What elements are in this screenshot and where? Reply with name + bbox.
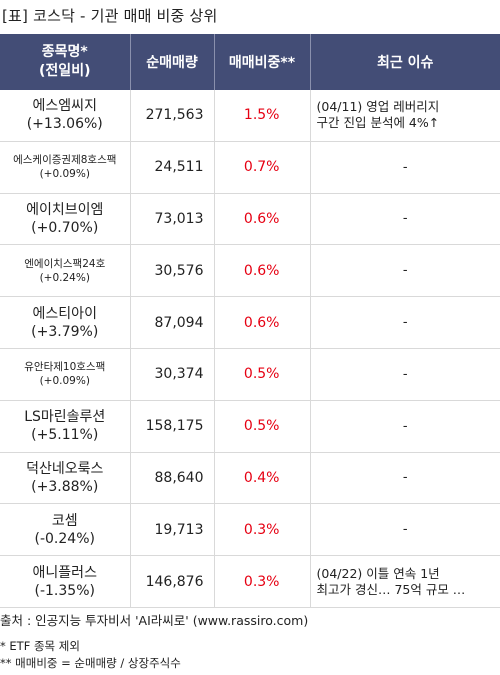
table-row: 에스엠씨지 (+13.06%) 271,563 1.5% (04/11) 영업 … — [0, 90, 500, 142]
stock-name: 에이치브이엠 — [26, 201, 104, 218]
source-note: 출처 : 인공지능 투자비서 'AI라씨로' (www.rassiro.com) — [0, 613, 309, 628]
stock-name: 덕산네오룩스 — [26, 460, 104, 477]
stock-change: (+3.88%) — [31, 478, 99, 495]
trade-ratio: 1.5% — [214, 90, 311, 142]
recent-issue: - — [310, 400, 500, 453]
stock-name: 엔에이치스팩24호 — [24, 257, 106, 270]
recent-issue-line1: (04/11) 영업 레버리지 — [316, 99, 440, 115]
col-header-name-line2: (전일비) — [39, 63, 91, 79]
stock-name: LS마린솔루션 — [24, 409, 106, 426]
stock-name-cell: 유안타제10호스팩 (+0.09%) — [0, 348, 131, 401]
net-volume: 271,563 — [130, 90, 215, 142]
trade-ratio: 0.3% — [214, 503, 311, 557]
table-row: 에이치브이엠 (+0.70%) 73,013 0.6% - — [0, 193, 500, 246]
stock-name: 애니플러스 — [32, 564, 97, 581]
stock-change: (+13.06%) — [26, 116, 103, 133]
net-volume: 146,876 — [130, 555, 215, 608]
table-row: 에스티아이 (+3.79%) 87,094 0.6% - — [0, 296, 500, 349]
table-row: 유안타제10호스팩 (+0.09%) 30,374 0.5% - — [0, 348, 500, 401]
trade-ratio: 0.6% — [214, 244, 311, 298]
trade-ratio: 0.4% — [214, 452, 311, 505]
net-volume: 88,640 — [130, 452, 215, 505]
trade-ratio: 0.7% — [214, 141, 311, 194]
recent-issue-line2: 구간 진입 분석에 4%↑ — [316, 115, 440, 131]
stock-name: 유안타제10호스팩 — [24, 361, 106, 374]
stock-name-cell: 덕산네오룩스 (+3.88%) — [0, 452, 131, 505]
net-volume: 158,175 — [130, 400, 215, 453]
page-title: [표] 코스닥 - 기관 매매 비중 상위 — [2, 7, 218, 25]
stock-name-cell: 에스티아이 (+3.79%) — [0, 296, 131, 349]
recent-issue: - — [310, 503, 500, 557]
net-volume: 73,013 — [130, 193, 215, 246]
footnote-ratio: ** 매매비중 = 순매매량 / 상장주식수 — [0, 656, 181, 670]
stock-change: (-0.24%) — [34, 530, 95, 547]
col-header-ratio: 매매비중** — [214, 34, 311, 90]
stock-change: (+3.79%) — [31, 323, 99, 340]
table-row: LS마린솔루션 (+5.11%) 158,175 0.5% - — [0, 400, 500, 453]
stock-name-cell: 에스케이증권제8호스팩 (+0.09%) — [0, 141, 131, 194]
recent-issue-line1: (04/22) 이틀 연속 1년 — [316, 565, 440, 581]
recent-issue: - — [310, 348, 500, 401]
trade-ratio: 0.6% — [214, 193, 311, 246]
trade-ratio: 0.6% — [214, 296, 311, 349]
stock-name-cell: 코셈 (-0.24%) — [0, 503, 131, 557]
recent-issue: (04/22) 이틀 연속 1년 최고가 경신… 75억 규모 … — [310, 555, 500, 608]
col-header-name: 종목명* (전일비) — [0, 34, 131, 90]
trade-ratio: 0.3% — [214, 555, 311, 608]
net-volume: 24,511 — [130, 141, 215, 194]
table-row: 엔에이치스팩24호 (+0.24%) 30,576 0.6% - — [0, 244, 500, 298]
stock-name: 에스엠씨지 — [32, 98, 97, 115]
table-row: 애니플러스 (-1.35%) 146,876 0.3% (04/22) 이틀 연… — [0, 555, 500, 608]
stock-change: (+0.09%) — [39, 168, 90, 181]
recent-issue: - — [310, 296, 500, 349]
col-header-volume: 순매매량 — [130, 34, 215, 90]
stock-change: (+0.09%) — [39, 375, 90, 388]
stock-name-cell: 에스엠씨지 (+13.06%) — [0, 90, 131, 142]
recent-issue-line2: 최고가 경신… 75억 규모 … — [316, 581, 466, 597]
col-header-name-line1: 종목명* — [41, 44, 88, 60]
stock-change: (+5.11%) — [31, 427, 99, 444]
col-header-issue: 최근 이슈 — [310, 34, 500, 90]
stock-change: (-1.35%) — [34, 582, 95, 599]
net-volume: 87,094 — [130, 296, 215, 349]
net-volume: 30,576 — [130, 244, 215, 298]
trade-ratio: 0.5% — [214, 400, 311, 453]
recent-issue: - — [310, 244, 500, 298]
net-volume: 19,713 — [130, 503, 215, 557]
stock-name: 에스티아이 — [32, 305, 97, 322]
stock-name-cell: 에이치브이엠 (+0.70%) — [0, 193, 131, 246]
stock-name-cell: LS마린솔루션 (+5.11%) — [0, 400, 131, 453]
stock-change: (+0.24%) — [39, 271, 90, 284]
recent-issue: (04/11) 영업 레버리지 구간 진입 분석에 4%↑ — [310, 90, 500, 142]
stock-name: 코셈 — [51, 512, 78, 529]
institution-trading-table: 종목명* (전일비) 순매매량 매매비중** 최근 이슈 에스엠씨지 (+13.… — [0, 34, 500, 608]
recent-issue: - — [310, 193, 500, 246]
table-row: 코셈 (-0.24%) 19,713 0.3% - — [0, 503, 500, 557]
stock-name-cell: 엔에이치스팩24호 (+0.24%) — [0, 244, 131, 298]
recent-issue: - — [310, 452, 500, 505]
table-row: 덕산네오룩스 (+3.88%) 88,640 0.4% - — [0, 452, 500, 505]
stock-name: 에스케이증권제8호스팩 — [13, 154, 117, 167]
recent-issue: - — [310, 141, 500, 194]
footnote-etf: * ETF 종목 제외 — [0, 639, 80, 653]
table-row: 에스케이증권제8호스팩 (+0.09%) 24,511 0.7% - — [0, 141, 500, 194]
table-header-row: 종목명* (전일비) 순매매량 매매비중** 최근 이슈 — [0, 34, 500, 90]
stock-name-cell: 애니플러스 (-1.35%) — [0, 555, 131, 608]
net-volume: 30,374 — [130, 348, 215, 401]
stock-change: (+0.70%) — [31, 219, 99, 236]
trade-ratio: 0.5% — [214, 348, 311, 401]
